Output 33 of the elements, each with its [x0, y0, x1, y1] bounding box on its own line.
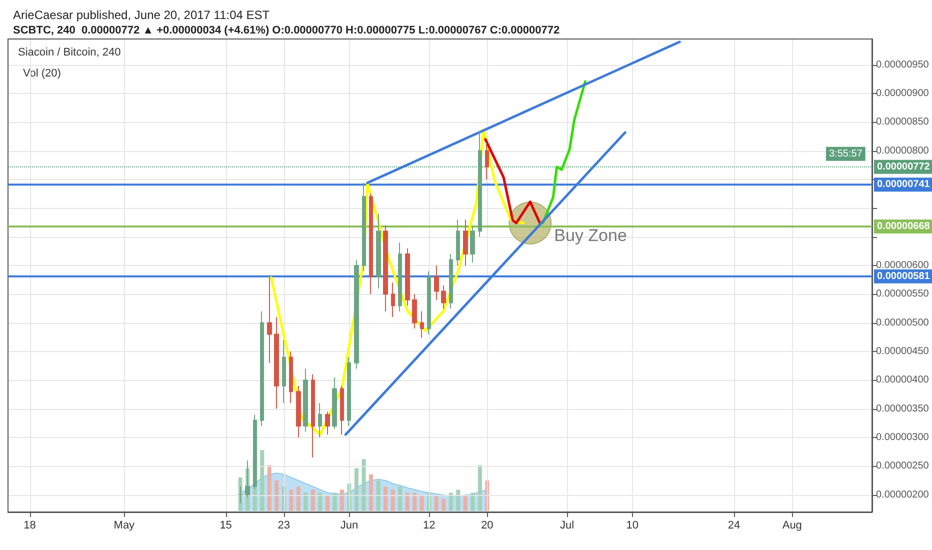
x-tick-label: 12	[422, 520, 436, 532]
x-tick-label: 18	[24, 520, 36, 532]
chart-subtitle: SCBTC, 240 0.00000772 ▲ +0.00000034 (+4.61%) O:0.00000770 H:0.00000775 L:0.00000767 C:0.00000772	[13, 24, 560, 36]
x-tick-label: 15	[220, 520, 232, 532]
y-tick-label: 0.00000300	[876, 432, 930, 443]
y-tick-label: 0.00000400	[876, 374, 930, 386]
y-tick-label: 0.00000550	[876, 288, 930, 300]
ref-line-label: 0.00000772	[877, 161, 930, 172]
x-tick-label: Aug	[782, 520, 802, 532]
ref-line-label: 0.00000668	[877, 220, 930, 232]
ref-line-label: 0.00000581	[877, 270, 930, 282]
annotation: 3:55:57	[829, 148, 863, 160]
x-tick-label: May	[114, 520, 136, 532]
annotation: Siacoin / Bitcoin, 240	[18, 46, 121, 58]
y-tick-label: 0.00000250	[876, 460, 930, 472]
x-tick-label: Jun	[340, 520, 358, 532]
annotation: Buy Zone	[554, 226, 627, 246]
y-tick-label: 0.00000450	[876, 346, 930, 357]
y-tick-label: 0.00000900	[876, 88, 930, 99]
y-tick-label: 0.00000500	[876, 317, 930, 328]
ref-line-label: 0.00000741	[877, 179, 930, 190]
chart-title: ArieCaesar published, June 20, 2017 11:04 EST	[13, 8, 270, 22]
x-tick-label: 10	[626, 520, 639, 532]
x-tick-label: Jul	[560, 520, 574, 532]
y-tick-label: 0.00000200	[876, 489, 930, 500]
y-tick-label: 0.00000800	[876, 145, 930, 156]
x-tick-label: 24	[728, 520, 740, 532]
y-tick-label: 0.00000600	[876, 260, 930, 271]
x-tick-label: 20	[481, 520, 494, 532]
x-tick-label: 23	[278, 520, 290, 532]
y-tick-label: 0.00000950	[876, 59, 930, 70]
y-tick-label: 0.00000350	[876, 403, 930, 414]
y-tick-label: 0.00000850	[876, 116, 930, 128]
